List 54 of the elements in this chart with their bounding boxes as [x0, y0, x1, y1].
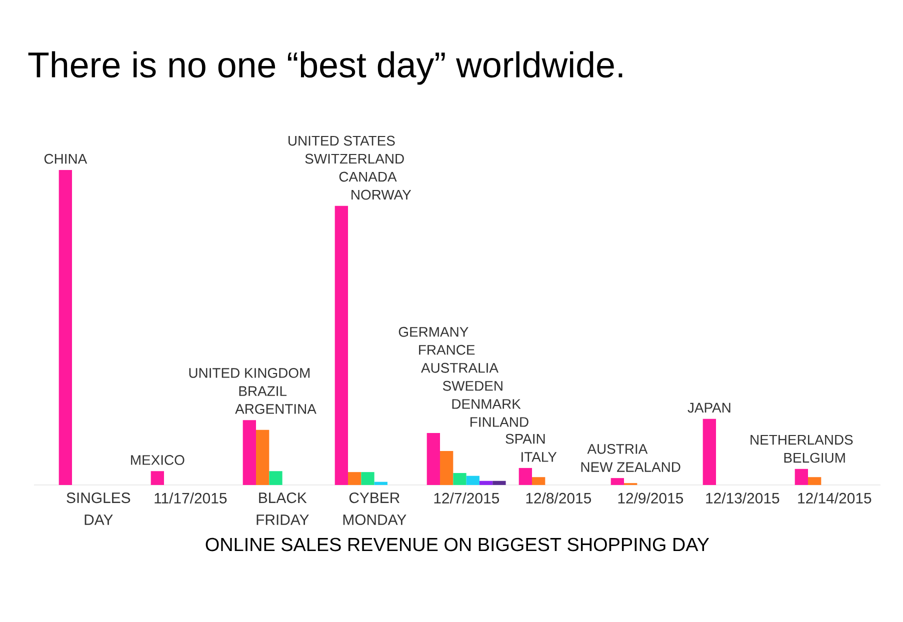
bar: [256, 430, 270, 485]
bar: [348, 472, 362, 485]
annotation: FRANCE: [419, 344, 475, 355]
bar: [58, 170, 72, 485]
annotation: DENMARK: [452, 399, 521, 409]
annotation: SWEDEN: [442, 380, 502, 391]
bar: [453, 473, 466, 485]
bar: [492, 480, 506, 485]
annotation: UNITED KINGDOM: [189, 368, 310, 378]
bar: [269, 471, 282, 485]
annotation: GERMANY: [398, 326, 468, 337]
annotation: BRAZIL: [239, 386, 287, 396]
bar: [334, 206, 348, 485]
x-tick-label: SINGLES DAY: [66, 492, 130, 525]
x-tick-label: CYBER MONDAY: [343, 492, 406, 525]
x-tick-label: 12/7/2015: [434, 492, 500, 504]
x-tick-label: 12/14/2015: [798, 492, 872, 504]
annotation: NORWAY: [352, 190, 412, 200]
annotation: AUSTRALIA: [421, 362, 498, 373]
bar: [808, 477, 822, 485]
x-axis-title: ONLINE SALES REVENUE ON BIGGEST SHOPPING DAY: [206, 538, 710, 552]
annotation: SPAIN: [506, 434, 545, 444]
annotation: MEXICO: [131, 455, 184, 465]
bar: [440, 450, 454, 485]
bar: [150, 471, 164, 485]
bar: [610, 478, 624, 485]
text: SWITZERLAND: [305, 154, 404, 164]
annotation: ARGENTINA: [235, 404, 316, 414]
x-tick-label: 12/9/2015: [618, 492, 684, 504]
bar: [466, 476, 480, 485]
annotation: AUSTRIA: [587, 444, 648, 454]
x-tick-label: 12/8/2015: [526, 492, 592, 504]
x-tick-label: BLACK FRIDAY: [256, 492, 309, 525]
bar: [702, 418, 716, 485]
annotation: CANADA: [339, 172, 397, 182]
bar: [361, 472, 374, 485]
text: CHINA: [44, 154, 88, 164]
annotation: FINLAND: [470, 417, 528, 427]
bar: [374, 482, 388, 485]
text: UNITED STATES: [288, 136, 395, 146]
chart-title: There is no one “best day” worldwide.: [28, 51, 622, 85]
x-tick-label: 11/17/2015: [154, 492, 227, 504]
annotation: BELGIUM: [784, 452, 845, 463]
bar: [242, 420, 256, 485]
annotation: NEW ZEALAND: [581, 462, 680, 472]
bar: [518, 468, 532, 485]
x-tick-label: 12/13/2015: [706, 492, 780, 504]
bar: [426, 433, 440, 485]
annotation: ITALY: [522, 452, 557, 462]
annotation: NETHERLANDS: [750, 434, 853, 445]
bar: [532, 477, 546, 485]
bar: [794, 468, 808, 485]
annotation: JAPAN: [688, 402, 730, 413]
bar: [479, 480, 493, 485]
